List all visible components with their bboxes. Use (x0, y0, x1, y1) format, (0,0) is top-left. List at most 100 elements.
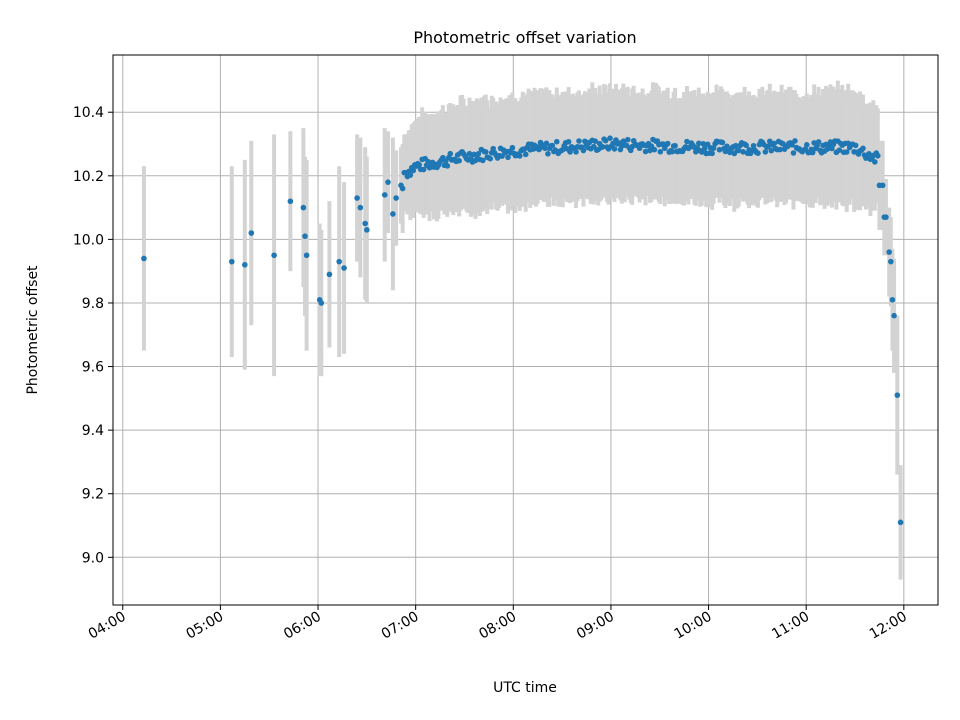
data-point (602, 137, 609, 144)
y-tick-label: 9.6 (82, 360, 104, 376)
data-point (836, 147, 843, 153)
data-point (664, 140, 671, 147)
data-point (624, 136, 631, 143)
data-point (735, 147, 742, 154)
data-point (444, 163, 451, 169)
data-point (651, 146, 658, 153)
data-point (522, 151, 529, 158)
data-point (393, 195, 399, 201)
data-point (695, 140, 702, 147)
x-tick-label: 08:00 (476, 609, 519, 643)
data-point (420, 166, 427, 173)
x-tick-label: 06:00 (281, 609, 324, 643)
y-tick-label: 9.2 (82, 487, 104, 503)
x-axis-ticks: 04:00 05:00 06:00 07:00 08:00 09:00 10:00 11:00… (86, 605, 910, 643)
data-point (765, 143, 772, 149)
data-point (897, 519, 904, 526)
data-point (768, 147, 775, 154)
data-point (336, 258, 342, 265)
data-point (888, 258, 894, 265)
x-tick-label: 07:00 (379, 609, 422, 643)
data-point (573, 149, 579, 155)
data-point (517, 153, 523, 159)
data-point (771, 140, 778, 147)
data-point (390, 211, 396, 217)
data-point (750, 142, 757, 149)
data-point (672, 142, 678, 149)
data-point (755, 150, 761, 156)
data-point (543, 140, 550, 147)
data-point (883, 214, 889, 220)
data-point (719, 139, 726, 146)
data-point (271, 252, 277, 259)
data-point (480, 157, 486, 164)
data-points (141, 135, 904, 526)
data-point (852, 142, 859, 149)
data-point (364, 227, 370, 233)
data-point (592, 138, 599, 144)
data-point (815, 139, 822, 145)
data-point (789, 142, 795, 148)
data-point (743, 142, 749, 149)
plot-frame (112, 54, 939, 606)
data-point (287, 198, 294, 205)
data-point (466, 150, 473, 157)
data-point (447, 150, 454, 157)
data-point (472, 157, 479, 164)
data-point (482, 149, 489, 155)
data-point (341, 265, 347, 271)
data-point (710, 145, 717, 151)
data-point (545, 151, 551, 157)
data-point (475, 151, 482, 157)
data-point (886, 249, 892, 255)
data-point (657, 148, 664, 155)
data-point (565, 138, 572, 145)
data-point (599, 144, 606, 150)
y-tick-label: 10.0 (73, 232, 104, 248)
x-tick-label: 12:00 (867, 609, 910, 643)
data-point (456, 157, 462, 164)
x-tick-label: 11:00 (769, 609, 812, 643)
data-point (487, 155, 494, 162)
data-point (302, 233, 308, 240)
y-tick-label: 10.2 (73, 169, 104, 185)
data-point (553, 138, 560, 145)
data-point (716, 146, 723, 153)
x-tick-label: 04:00 (86, 609, 129, 643)
data-point (872, 159, 878, 165)
y-axis-ticks: 9.0 9.2 9.4 9.6 9.8 10.0 10.2 10.4 (73, 105, 113, 566)
data-point (642, 148, 649, 155)
data-point (381, 192, 388, 198)
data-point (684, 138, 690, 145)
data-point (777, 146, 783, 153)
data-point (399, 185, 406, 192)
data-point (567, 149, 573, 155)
x-axis-label: UTC time (493, 680, 557, 696)
data-point (542, 145, 548, 152)
data-point (879, 182, 886, 189)
data-point (792, 138, 798, 144)
x-tick-label: 05:00 (183, 609, 226, 643)
data-point (790, 150, 797, 156)
y-axis-label: Photometric offset (25, 265, 41, 395)
data-point (303, 252, 310, 259)
data-point (732, 142, 739, 149)
data-point (141, 255, 147, 262)
x-tick-label: 10:00 (672, 609, 715, 643)
data-point (611, 146, 618, 152)
x-tick-label: 09:00 (574, 609, 617, 643)
data-point (357, 204, 364, 211)
data-point (549, 142, 556, 149)
data-point (576, 138, 582, 144)
data-point (490, 145, 496, 152)
data-point (300, 204, 307, 211)
y-tick-label: 9.8 (82, 296, 104, 312)
data-point (866, 151, 872, 157)
data-point (762, 149, 769, 155)
y-tick-label: 9.4 (82, 423, 104, 439)
data-point (700, 140, 707, 147)
data-point (228, 258, 235, 265)
data-point (362, 220, 369, 227)
data-point (242, 262, 248, 268)
data-point (809, 149, 816, 156)
